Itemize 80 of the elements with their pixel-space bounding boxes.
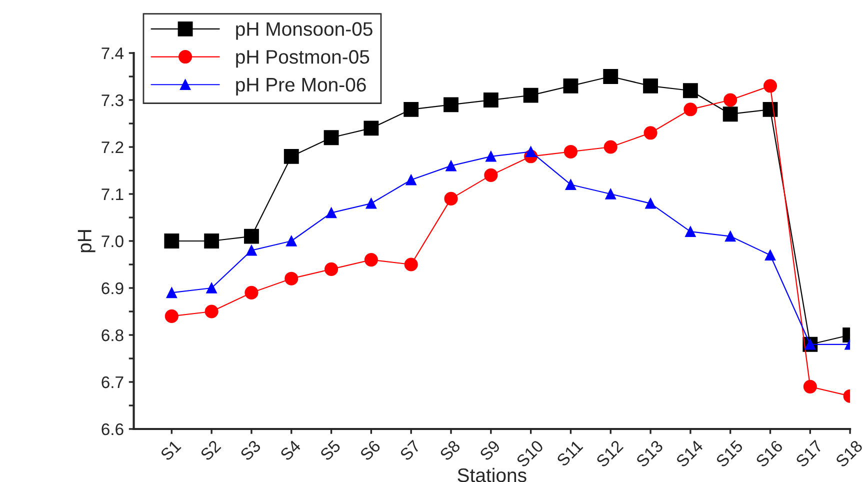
x-axis-title: Stations xyxy=(458,468,526,482)
point xyxy=(164,234,180,248)
x-tick-label: S1 xyxy=(160,440,182,462)
point xyxy=(446,160,456,172)
point xyxy=(563,78,578,94)
point xyxy=(645,198,656,209)
point xyxy=(244,286,258,300)
point xyxy=(366,198,377,209)
point xyxy=(605,188,616,200)
point xyxy=(246,245,257,256)
point xyxy=(564,144,578,158)
x-tick-label: S5 xyxy=(319,440,342,462)
x-tick-label: S9 xyxy=(479,440,501,462)
point xyxy=(404,258,418,272)
point xyxy=(764,250,776,260)
point xyxy=(284,272,298,286)
point xyxy=(643,78,658,94)
y-tick-label: 6.9 xyxy=(102,282,124,294)
x-tick-label: S10 xyxy=(516,439,544,468)
point xyxy=(565,179,576,190)
y-tick-label: 7.2 xyxy=(102,141,124,154)
point xyxy=(525,146,536,158)
point xyxy=(404,102,419,117)
legend-label: pH Pre Mon-06 xyxy=(236,78,366,96)
point xyxy=(724,93,738,107)
x-tick-label: S13 xyxy=(635,440,664,468)
x-tick-label: S2 xyxy=(200,440,222,462)
y-axis-title: pH xyxy=(78,230,96,252)
point xyxy=(724,230,736,242)
x-tick-label: S4 xyxy=(280,439,302,462)
y-tick-label: 7.1 xyxy=(102,188,124,200)
point xyxy=(326,207,337,218)
point xyxy=(406,174,416,186)
legend-label: pH Monsoon-05 xyxy=(236,22,372,40)
point xyxy=(684,102,698,116)
x-tick-label: S8 xyxy=(439,440,461,462)
point xyxy=(603,69,618,84)
x-tick-label: S6 xyxy=(359,440,382,462)
y-tick-label: 6.8 xyxy=(102,329,124,342)
y-tick-label: 7.3 xyxy=(102,94,124,106)
point xyxy=(763,79,778,93)
point xyxy=(484,168,498,182)
point xyxy=(523,88,538,103)
point xyxy=(204,304,218,318)
y-tick-label: 7.0 xyxy=(102,235,124,248)
point xyxy=(762,102,778,117)
point xyxy=(444,192,458,206)
x-tick-label: S14 xyxy=(675,439,704,468)
point xyxy=(483,92,498,108)
point xyxy=(166,287,178,298)
x-tick-label: S12 xyxy=(595,440,624,468)
x-tick-label: S16 xyxy=(755,440,784,468)
y-tick-label: 6.7 xyxy=(102,376,124,388)
point xyxy=(284,148,299,164)
y-tick-label: 6.6 xyxy=(102,423,124,436)
point xyxy=(803,380,817,394)
point xyxy=(364,253,378,267)
point xyxy=(722,106,738,122)
x-tick-label: S17 xyxy=(795,440,824,468)
point xyxy=(444,97,458,112)
point xyxy=(685,226,696,237)
point xyxy=(486,151,496,162)
x-tick-label: S7 xyxy=(399,440,421,462)
x-tick-label: S15 xyxy=(715,440,744,468)
point xyxy=(682,83,698,98)
point xyxy=(324,130,339,146)
point xyxy=(164,309,178,323)
point xyxy=(644,126,658,140)
point xyxy=(364,120,379,136)
x-tick-label: S18 xyxy=(834,440,863,468)
y-tick-label: 7.4 xyxy=(102,48,124,60)
point xyxy=(206,282,217,294)
point xyxy=(204,234,220,248)
x-tick-label: S11 xyxy=(556,440,584,467)
point xyxy=(324,262,338,276)
point xyxy=(244,228,259,244)
point xyxy=(604,140,618,154)
point xyxy=(286,236,297,246)
x-tick-label: S3 xyxy=(240,440,262,462)
legend-label: pH Postmon-05 xyxy=(236,50,370,68)
